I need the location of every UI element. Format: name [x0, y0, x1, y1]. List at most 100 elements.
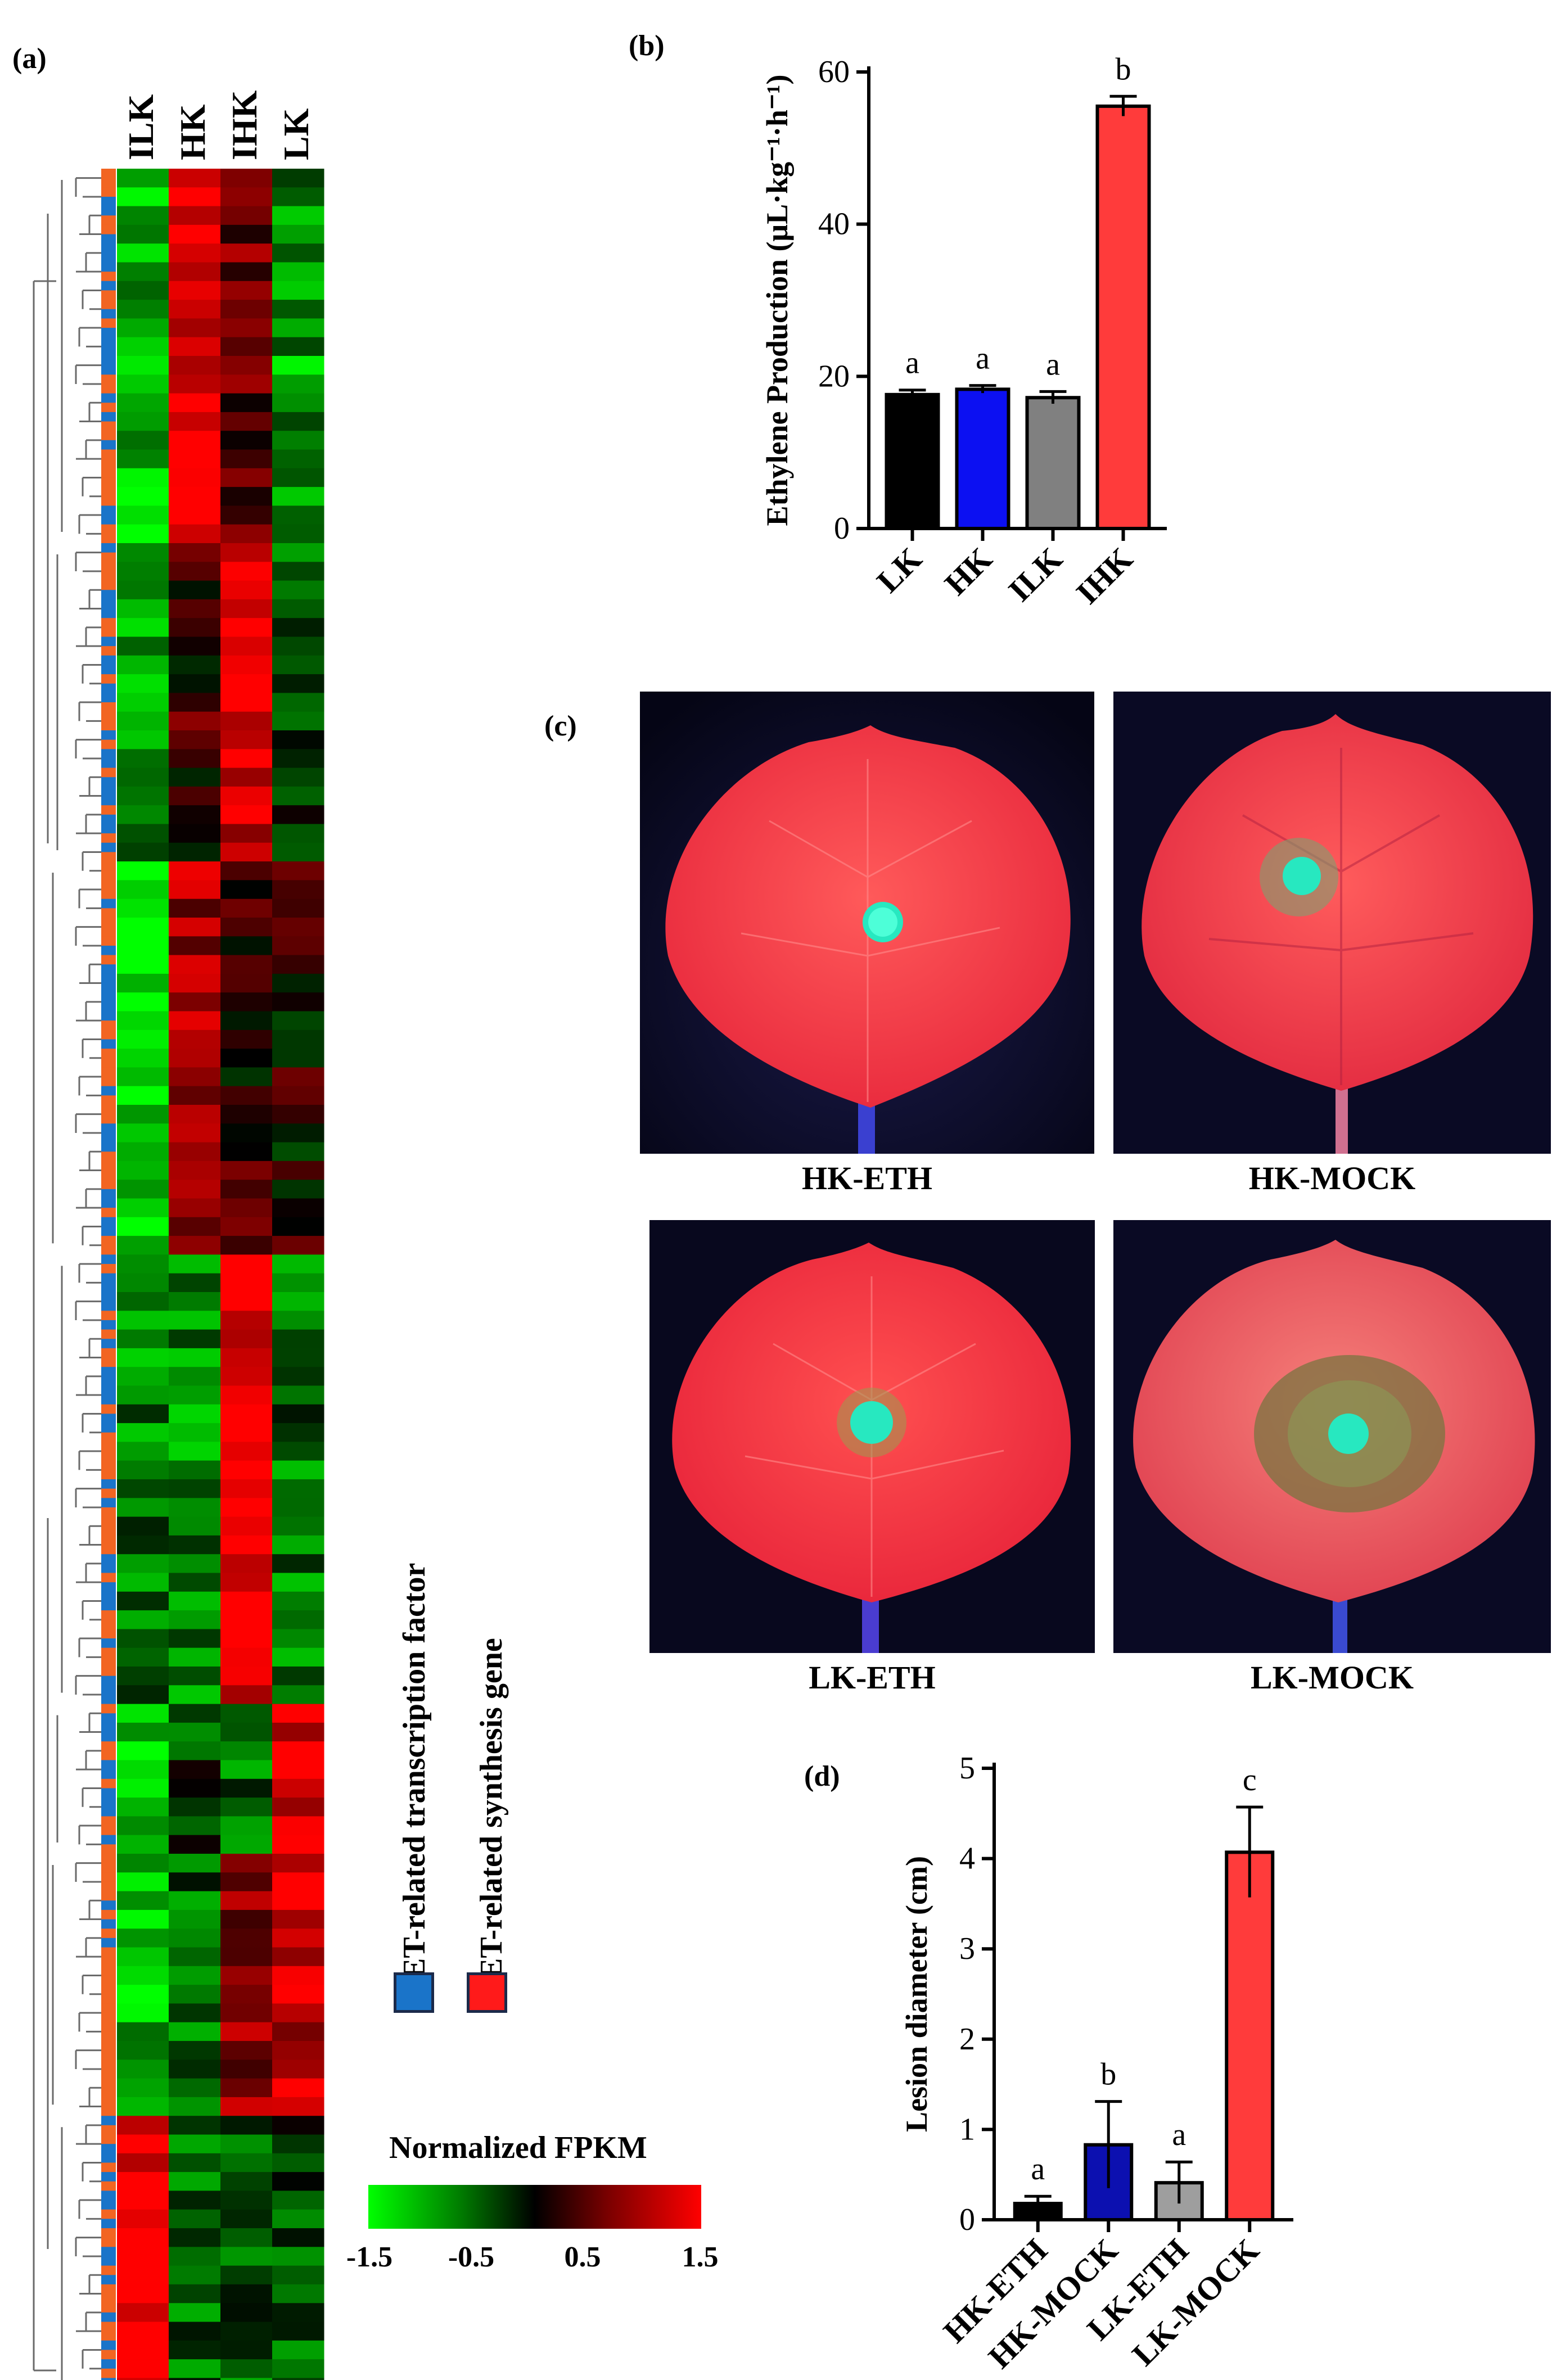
- heatmap-cell: [117, 992, 169, 1011]
- heatmap-cell: [220, 374, 273, 394]
- annotation-cell: [101, 1863, 116, 1873]
- heatmap-cell: [272, 918, 324, 937]
- annotation-cell: [101, 1395, 116, 1405]
- heatmap-cell: [272, 543, 324, 562]
- heatmap-cell: [169, 1404, 221, 1424]
- annotation-cell: [101, 262, 116, 272]
- heatmap-cell: [272, 674, 324, 693]
- heatmap-cell: [169, 2097, 221, 2116]
- annotation-cell: [101, 272, 116, 282]
- heatmap-cell: [220, 1741, 273, 1760]
- annotation-cell: [101, 1769, 116, 1780]
- heatmap-cell: [169, 1329, 221, 1349]
- annotation-cell: [101, 393, 116, 403]
- heatmap-cell: [169, 524, 221, 544]
- heatmap-cell: [220, 1180, 273, 1199]
- heatmap-cell: [272, 1198, 324, 1218]
- annotation-cell: [101, 1301, 116, 1311]
- heatmap-cell: [272, 1929, 324, 1948]
- heatmap-cell: [272, 1029, 324, 1049]
- heatmap-cell: [169, 1722, 221, 1742]
- heatmap-cell: [272, 2209, 324, 2229]
- heatmap-cell: [220, 1067, 273, 1087]
- annotation-cell: [101, 702, 116, 712]
- heatmap-cell: [220, 1479, 273, 1498]
- heatmap-cell: [272, 2303, 324, 2322]
- colorbar-tick: -0.5: [448, 2241, 495, 2273]
- annotation-cell: [101, 543, 116, 553]
- heatmap-cell: [272, 1011, 324, 1031]
- annotation-cell: [101, 2284, 116, 2295]
- heatmap-cell: [117, 842, 169, 862]
- leaf-photo-lk-eth: [649, 1220, 1095, 1653]
- annotation-cell: [101, 1020, 116, 1031]
- heatmap-cell: [220, 1142, 273, 1162]
- annotation-cell: [101, 1058, 116, 1068]
- annotation-cell: [101, 2191, 116, 2201]
- heatmap-cell: [272, 562, 324, 581]
- heatmap-cell: [169, 1311, 221, 1330]
- heatmap-cell: [117, 1348, 169, 1367]
- heatmap-cell: [220, 1273, 273, 1293]
- heatmap-cell: [220, 824, 273, 843]
- annotation-cell: [101, 1264, 116, 1274]
- heatmap-cell: [117, 599, 169, 618]
- heatmap-cell: [117, 749, 169, 769]
- heatmap-cell: [169, 449, 221, 469]
- heatmap-cell: [117, 562, 169, 581]
- annotation-cell: [101, 1713, 116, 1723]
- heatmap-cell: [169, 2378, 221, 2380]
- heatmap-cell: [220, 2060, 273, 2079]
- heatmap-cell: [220, 1629, 273, 1649]
- heatmap-cell: [272, 2116, 324, 2135]
- heatmap-cell: [272, 1385, 324, 1405]
- heatmap-cell: [220, 898, 273, 918]
- heatmap-cell: [117, 1835, 169, 1854]
- annotation-cell: [101, 1105, 116, 1115]
- legend-label-transcription-factor: ET-related transcription factor: [397, 1562, 432, 1979]
- heatmap-cell: [169, 1835, 221, 1854]
- heatmap-cell: [117, 243, 169, 263]
- heatmap-cell: [117, 1929, 169, 1948]
- heatmap-cell: [220, 1854, 273, 1873]
- heatmap-cell: [220, 1909, 273, 1929]
- annotation-cell: [101, 1591, 116, 1601]
- heatmap-cell: [117, 636, 169, 656]
- heatmap-cell: [169, 955, 221, 974]
- annotation-cell: [101, 1282, 116, 1293]
- annotation-cell: [101, 2116, 116, 2126]
- heatmap-cell: [220, 1123, 273, 1143]
- annotation-cell: [101, 599, 116, 609]
- annotation-cell: [101, 1376, 116, 1386]
- heatmap-cell: [272, 1854, 324, 1873]
- heatmap-cell: [220, 580, 273, 600]
- annotation-cell: [101, 580, 116, 590]
- heatmap-cell: [272, 1816, 324, 1836]
- heatmap-cell: [169, 281, 221, 300]
- annotation-cell: [101, 1339, 116, 1349]
- annotation-cell: [101, 346, 116, 356]
- heatmap-cell: [169, 1217, 221, 1236]
- annotation-cell: [101, 1067, 116, 1077]
- heatmap-cell: [220, 955, 273, 974]
- annotation-cell: [101, 1470, 116, 1480]
- annotation-cell: [101, 711, 116, 721]
- heatmap-cell: [220, 1423, 273, 1442]
- annotation-cell: [101, 1442, 116, 1452]
- heatmap-cell: [169, 1741, 221, 1760]
- heatmap-cell: [117, 2359, 169, 2378]
- heatmap-cell: [169, 1685, 221, 1705]
- heatmap-cell: [169, 1535, 221, 1555]
- heatmap-cell: [117, 2172, 169, 2191]
- bar: [885, 392, 940, 531]
- heatmap-cell: [272, 880, 324, 900]
- annotation-cell: [101, 2331, 116, 2341]
- heatmap-cell: [117, 1741, 169, 1760]
- heatmap-cell: [220, 1292, 273, 1311]
- annotation-cell: [101, 1198, 116, 1208]
- heatmap-cell: [220, 1516, 273, 1536]
- annotation-cell: [101, 1741, 116, 1751]
- annotation-cell: [101, 468, 116, 478]
- heatmap-cell: [220, 2247, 273, 2266]
